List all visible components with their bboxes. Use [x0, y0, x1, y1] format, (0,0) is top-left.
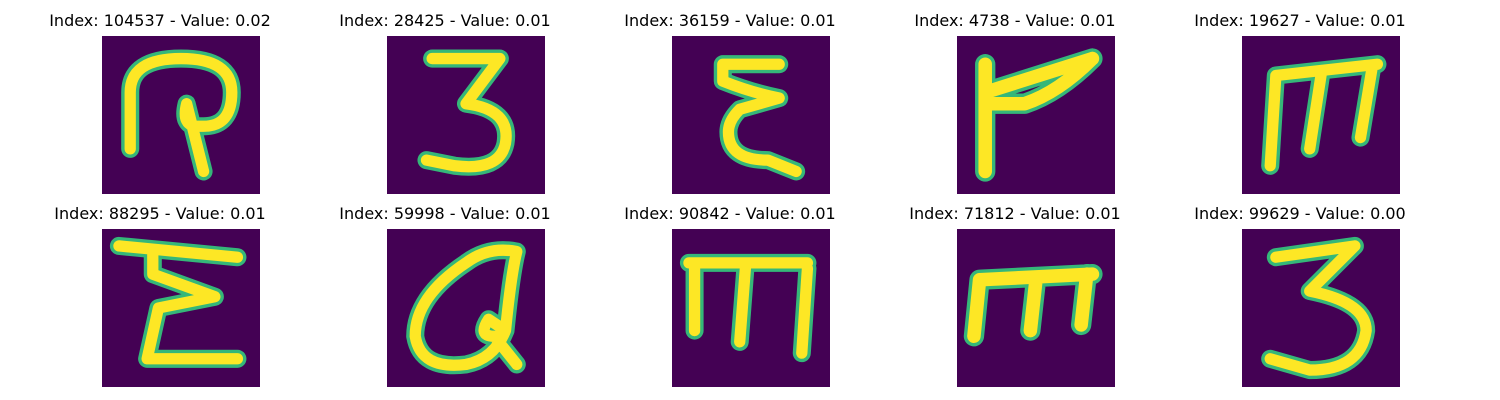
- panel-title: Index: 59998 - Value: 0.01: [339, 204, 551, 223]
- panel-6: Index: 88295 - Value: 0.01: [40, 203, 280, 393]
- glyph-three-wide-image: [1242, 229, 1400, 387]
- glyph-hook-loop-image: [102, 36, 260, 194]
- panel-title: Index: 99629 - Value: 0.00: [1194, 204, 1406, 223]
- panel-title: Index: 71812 - Value: 0.01: [909, 204, 1121, 223]
- glyph-epsilon-bar-image: [102, 229, 260, 387]
- panel-title: Index: 104537 - Value: 0.02: [49, 11, 271, 30]
- panel-8: Index: 90842 - Value: 0.01: [610, 203, 850, 393]
- panel-title: Index: 36159 - Value: 0.01: [624, 11, 836, 30]
- panel-title: Index: 90842 - Value: 0.01: [624, 204, 836, 223]
- panel-7: Index: 59998 - Value: 0.01: [325, 203, 565, 393]
- panel-title: Index: 4738 - Value: 0.01: [914, 11, 1116, 30]
- glyph-loop-image: [387, 229, 545, 387]
- panel-4: Index: 4738 - Value: 0.01: [895, 10, 1135, 200]
- panel-3: Index: 36159 - Value: 0.01: [610, 10, 850, 200]
- glyph-m-image: [1242, 36, 1400, 194]
- glyph-m-small-image: [957, 229, 1115, 387]
- panel-5: Index: 19627 - Value: 0.01: [1180, 10, 1420, 200]
- panel-title: Index: 88295 - Value: 0.01: [54, 204, 266, 223]
- glyph-flag-image: [957, 36, 1115, 194]
- panel-1: Index: 104537 - Value: 0.02: [40, 10, 280, 200]
- panel-9: Index: 71812 - Value: 0.01: [895, 203, 1135, 393]
- panel-2: Index: 28425 - Value: 0.01: [325, 10, 565, 200]
- glyph-three-image: [387, 36, 545, 194]
- glyph-epsilon-image: [672, 36, 830, 194]
- glyph-m-bar-image: [672, 229, 830, 387]
- panel-title: Index: 19627 - Value: 0.01: [1194, 11, 1406, 30]
- panel-10: Index: 99629 - Value: 0.00: [1180, 203, 1420, 393]
- panel-title: Index: 28425 - Value: 0.01: [339, 11, 551, 30]
